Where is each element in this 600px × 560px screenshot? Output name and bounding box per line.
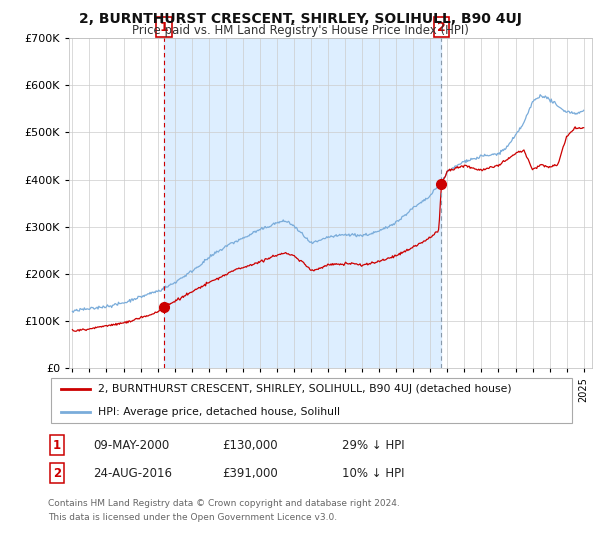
FancyBboxPatch shape <box>50 377 572 423</box>
Text: 1: 1 <box>160 21 168 34</box>
Text: This data is licensed under the Open Government Licence v3.0.: This data is licensed under the Open Gov… <box>48 514 337 522</box>
Text: Contains HM Land Registry data © Crown copyright and database right 2024.: Contains HM Land Registry data © Crown c… <box>48 500 400 508</box>
Text: HPI: Average price, detached house, Solihull: HPI: Average price, detached house, Soli… <box>98 407 340 417</box>
Text: 2: 2 <box>437 21 446 34</box>
Text: 10% ↓ HPI: 10% ↓ HPI <box>342 466 404 480</box>
Text: 29% ↓ HPI: 29% ↓ HPI <box>342 438 404 452</box>
Text: 1: 1 <box>53 438 61 452</box>
Text: 09-MAY-2000: 09-MAY-2000 <box>93 438 169 452</box>
Text: Price paid vs. HM Land Registry's House Price Index (HPI): Price paid vs. HM Land Registry's House … <box>131 24 469 37</box>
Text: £391,000: £391,000 <box>222 466 278 480</box>
Text: 2, BURNTHURST CRESCENT, SHIRLEY, SOLIHULL, B90 4UJ (detached house): 2, BURNTHURST CRESCENT, SHIRLEY, SOLIHUL… <box>98 384 512 394</box>
Bar <box>164 38 442 368</box>
Text: £130,000: £130,000 <box>222 438 278 452</box>
Text: 2: 2 <box>53 466 61 480</box>
Text: 24-AUG-2016: 24-AUG-2016 <box>93 466 172 480</box>
Text: 2, BURNTHURST CRESCENT, SHIRLEY, SOLIHULL, B90 4UJ: 2, BURNTHURST CRESCENT, SHIRLEY, SOLIHUL… <box>79 12 521 26</box>
